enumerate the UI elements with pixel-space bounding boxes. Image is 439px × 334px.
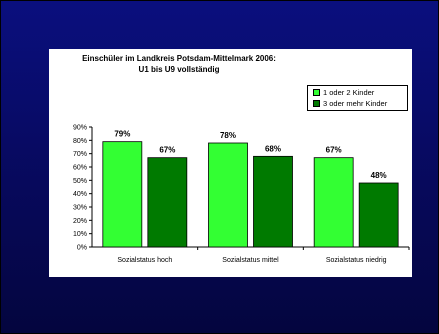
legend-item-series-2: 3 oder mehr Kinder: [313, 99, 387, 108]
y-tick-label: 0%: [77, 245, 87, 252]
chart-panel: Einschüler im Landkreis Potsdam-Mittelma…: [49, 49, 412, 277]
y-tick-label: 80%: [73, 138, 87, 145]
y-tick-label: 60%: [73, 165, 87, 172]
y-tick-label: 50%: [73, 178, 87, 185]
y-tick-label: 20%: [73, 218, 87, 225]
y-tick-label: 70%: [73, 151, 87, 158]
bar-series-2: [147, 157, 188, 248]
chart-title-line-2: U1 bis U9 vollständig: [138, 65, 220, 74]
y-tick-label: 90%: [73, 125, 87, 132]
legend-swatch-series-2: [313, 99, 320, 107]
bar-series-1: [102, 141, 143, 248]
bar-series-2: [358, 182, 399, 248]
x-category-label: Sozialstatus niedrig: [326, 257, 387, 264]
chart-title: Einschüler im Landkreis Potsdam-Mittelma…: [49, 53, 309, 75]
bar-series-1: [313, 157, 354, 248]
y-tick-label: 40%: [73, 191, 87, 198]
data-label-series-2: 67%: [159, 146, 175, 155]
y-tick-label: 30%: [73, 205, 87, 212]
x-category-label: Sozialstatus mittel: [222, 257, 279, 264]
legend-label-series-1: 1 oder 2 Kinder: [323, 88, 375, 97]
x-category-label: Sozialstatus hoch: [117, 257, 172, 264]
legend-swatch-series-1: [313, 88, 320, 96]
legend-item-series-1: 1 oder 2 Kinder: [313, 88, 374, 97]
data-label-series-1: 78%: [220, 131, 236, 140]
data-label-series-1: 67%: [326, 146, 342, 155]
data-label-series-2: 68%: [265, 144, 281, 153]
bar-series-2: [253, 155, 293, 248]
chart-legend: 1 oder 2 Kinder 3 oder mehr Kinder: [307, 85, 408, 111]
data-label-series-2: 48%: [371, 171, 387, 180]
bar-chart: 0% 10% 20% 30% 40% 50% 60% 70% 80% 90% 79% 67% Sozia…: [73, 125, 410, 264]
y-tick-label: 10%: [73, 231, 87, 238]
data-label-series-1: 79%: [114, 130, 130, 139]
bar-series-1: [208, 142, 248, 248]
legend-label-series-2: 3 oder mehr Kinder: [323, 99, 388, 108]
chart-title-line-1: Einschüler im Landkreis Potsdam-Mittelma…: [82, 54, 276, 63]
